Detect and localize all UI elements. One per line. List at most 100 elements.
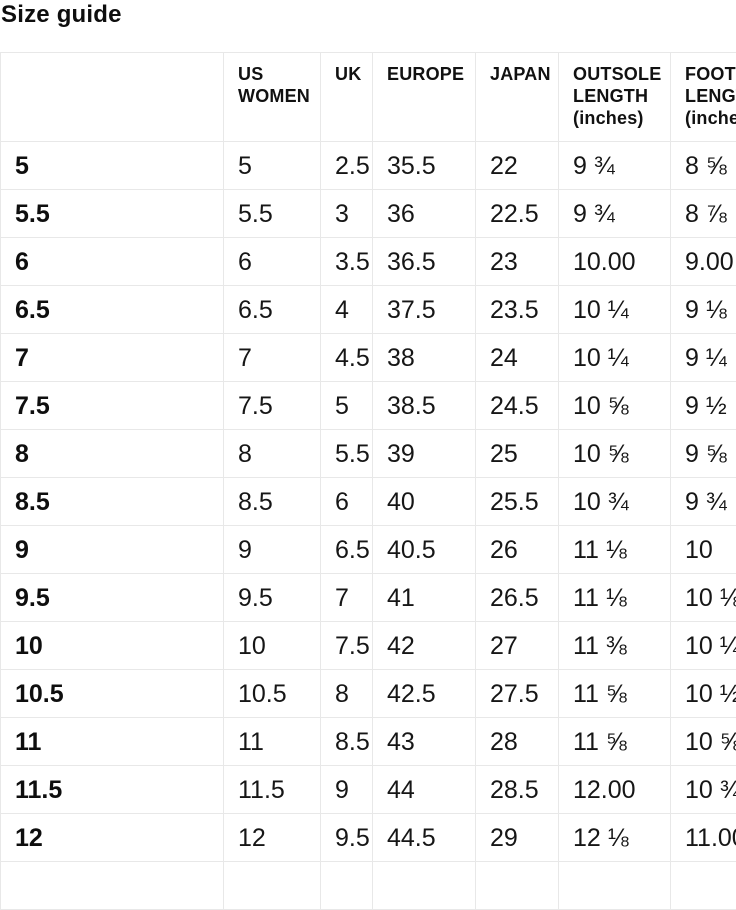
size-cell-outsole-length: 10 ¾ [559, 478, 671, 526]
size-cell-uk: 5.5 [321, 430, 373, 478]
size-cell-us-women: 11 [224, 718, 321, 766]
size-cell-uk: 6 [321, 478, 373, 526]
size-cell-uk: 2.5 [321, 142, 373, 190]
size-cell-uk: 4.5 [321, 334, 373, 382]
size-cell-japan: 24.5 [476, 382, 559, 430]
size-cell-uk: 7.5 [321, 622, 373, 670]
size-cell-us-women: 10.5 [224, 670, 321, 718]
size-cell-uk: 4 [321, 286, 373, 334]
size-cell-outsole-length: 11 ⅜ [559, 622, 671, 670]
size-cell-foot-length: 9 ⅛ [671, 286, 736, 334]
size-cell-japan: 23 [476, 238, 559, 286]
column-header-outsole-length: OUTSOLE LENGTH (inches) [559, 53, 671, 142]
size-cell-outsole-length: 11 ⅝ [559, 670, 671, 718]
size-cell-us-women: 5 [224, 142, 321, 190]
size-cell-outsole-length: 12.00 [559, 766, 671, 814]
size-cell-foot-length: 10 ½ [671, 670, 736, 718]
empty-cell [559, 862, 671, 910]
size-cell-foot-length: 8 ⅝ [671, 142, 736, 190]
size-cell-japan: 25 [476, 430, 559, 478]
size-cell-uk: 7 [321, 574, 373, 622]
row-label: 7.5 [1, 382, 224, 430]
column-header-blank [1, 53, 224, 142]
size-cell-foot-length: 10 ¼ [671, 622, 736, 670]
size-cell-us-women: 12 [224, 814, 321, 862]
size-cell-outsole-length: 11 ⅛ [559, 526, 671, 574]
row-label: 6 [1, 238, 224, 286]
size-cell-foot-length: 9 ⅝ [671, 430, 736, 478]
size-cell-foot-length: 9.00 [671, 238, 736, 286]
column-header-us-women: US WOMEN [224, 53, 321, 142]
size-cell-japan: 26.5 [476, 574, 559, 622]
size-cell-japan: 22.5 [476, 190, 559, 238]
size-cell-us-women: 9.5 [224, 574, 321, 622]
size-cell-europe: 44.5 [373, 814, 476, 862]
column-header-foot-length: FOOT LENGTH (inches) [671, 53, 736, 142]
size-cell-japan: 29 [476, 814, 559, 862]
size-cell-japan: 25.5 [476, 478, 559, 526]
size-cell-outsole-length: 11 ⅛ [559, 574, 671, 622]
row-label: 8 [1, 430, 224, 478]
row-label: 11.5 [1, 766, 224, 814]
size-cell-europe: 43 [373, 718, 476, 766]
size-cell-foot-length: 10 [671, 526, 736, 574]
size-cell-us-women: 8.5 [224, 478, 321, 526]
size-cell-europe: 39 [373, 430, 476, 478]
empty-cell [476, 862, 559, 910]
size-cell-us-women: 7 [224, 334, 321, 382]
size-cell-japan: 22 [476, 142, 559, 190]
row-label: 11 [1, 718, 224, 766]
page-title: Size guide [0, 0, 736, 28]
size-cell-foot-length: 10 ⅛ [671, 574, 736, 622]
size-cell-europe: 38 [373, 334, 476, 382]
size-cell-outsole-length: 10.00 [559, 238, 671, 286]
size-cell-us-women: 10 [224, 622, 321, 670]
size-cell-uk: 8 [321, 670, 373, 718]
size-cell-foot-length: 11.00 [671, 814, 736, 862]
size-cell-japan: 24 [476, 334, 559, 382]
empty-cell [1, 862, 224, 910]
column-header-uk: UK [321, 53, 373, 142]
size-cell-foot-length: 9 ½ [671, 382, 736, 430]
size-cell-europe: 35.5 [373, 142, 476, 190]
size-cell-japan: 27.5 [476, 670, 559, 718]
size-cell-europe: 37.5 [373, 286, 476, 334]
column-header-japan: JAPAN [476, 53, 559, 142]
size-cell-japan: 27 [476, 622, 559, 670]
size-cell-europe: 41 [373, 574, 476, 622]
size-cell-europe: 36 [373, 190, 476, 238]
row-label: 10 [1, 622, 224, 670]
size-cell-outsole-length: 9 ¾ [559, 142, 671, 190]
empty-cell [224, 862, 321, 910]
size-cell-uk: 3.5 [321, 238, 373, 286]
size-cell-us-women: 7.5 [224, 382, 321, 430]
size-cell-europe: 40.5 [373, 526, 476, 574]
size-cell-foot-length: 9 ¾ [671, 478, 736, 526]
table-row-partial [1, 862, 736, 910]
empty-cell [321, 862, 373, 910]
size-cell-europe: 42.5 [373, 670, 476, 718]
size-cell-europe: 36.5 [373, 238, 476, 286]
row-label: 7 [1, 334, 224, 382]
row-label: 8.5 [1, 478, 224, 526]
row-label: 9 [1, 526, 224, 574]
size-cell-europe: 40 [373, 478, 476, 526]
size-cell-uk: 6.5 [321, 526, 373, 574]
size-cell-uk: 5 [321, 382, 373, 430]
size-cell-japan: 28.5 [476, 766, 559, 814]
row-label: 10.5 [1, 670, 224, 718]
